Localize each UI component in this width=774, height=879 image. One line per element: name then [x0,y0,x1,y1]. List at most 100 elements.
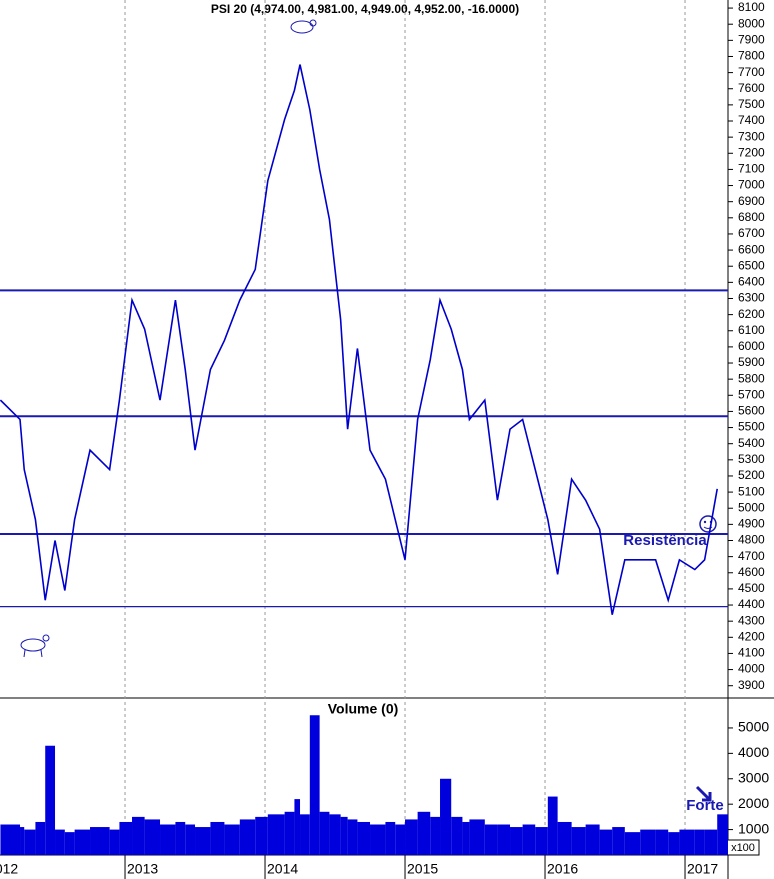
volume-bar [395,824,406,855]
volume-bar [624,832,641,855]
volume-bar [300,814,310,855]
volume-bar [224,824,240,855]
volume-bar [640,829,656,855]
volume-bar [385,821,396,855]
volume-bar [20,827,25,855]
volume-bar [90,827,110,855]
volume-bar [175,821,186,855]
volume-bar [717,814,728,855]
y-tick-label: 3900 [738,678,765,692]
y-tick-label: 7100 [738,162,765,176]
volume-bar [45,745,56,855]
volume-bar [119,821,133,855]
volume-bar [655,829,669,855]
y-tick-label: 6100 [738,323,765,337]
volume-bar [0,824,21,855]
volume-bar [405,819,418,855]
y-tick-label: 5000 [738,719,769,735]
volume-bar [319,811,330,855]
y-tick-label: 4500 [738,581,765,595]
y-tick-label: 7300 [738,129,765,143]
y-tick-label: 2000 [738,795,769,811]
arrow-icon [695,785,712,802]
volume-bar [284,811,295,855]
volume-bar [357,821,371,855]
y-tick-label: 5500 [738,420,765,434]
y-tick-label: 4900 [738,517,765,531]
volume-bar [612,827,625,855]
x-tick-label: 2017 [687,861,718,877]
volume-bar [704,829,718,855]
y-tick-label: 6800 [738,210,765,224]
chart-title: PSI 20 (4,974.00, 4,981.00, 4,949.00, 4,… [211,2,519,16]
y-tick-label: 5400 [738,436,765,450]
y-tick-label: 4000 [738,662,765,676]
volume-bar [255,816,268,855]
volume-bar [668,832,680,855]
volume-bar [144,819,161,855]
volume-bar [484,824,498,855]
y-tick-label: 6500 [738,258,765,272]
volume-bar [109,829,120,855]
volume-bar [340,816,348,855]
y-tick-label: 8000 [738,16,765,30]
volume-bar [462,821,470,855]
bull-icon [20,634,50,658]
volume-bar [510,827,523,855]
volume-bar [132,816,145,855]
y-tick-label: 5000 [738,500,765,514]
y-tick-label: 6700 [738,226,765,240]
y-tick-label: 8100 [738,0,765,14]
volume-bar [497,824,511,855]
y-tick-label: 5300 [738,452,765,466]
y-tick-label: 1000 [738,820,769,836]
volume-bar [451,816,463,855]
annotation: Resistência [623,532,707,549]
y-tick-label: 7500 [738,97,765,111]
y-tick-label: 7700 [738,65,765,79]
volume-bar [64,832,75,855]
volume-bar [329,814,341,855]
volume-bar [440,778,452,855]
y-tick-label: 3000 [738,769,769,785]
volume-bar [309,715,320,855]
y-tick-label: 5900 [738,355,765,369]
volume-bar [535,827,548,855]
y-tick-label: 6200 [738,307,765,321]
y-tick-label: 7800 [738,49,765,63]
volume-bar [694,829,705,855]
y-tick-label: 6400 [738,275,765,289]
unit-label: x100 [731,842,755,854]
volume-bar [195,827,211,855]
y-tick-label: 6600 [738,242,765,256]
y-tick-label: 6300 [738,291,765,305]
y-tick-label: 6900 [738,194,765,208]
y-tick-label: 5100 [738,484,765,498]
volume-bar [294,799,301,855]
y-tick-label: 4700 [738,549,765,563]
y-tick-label: 7200 [738,145,765,159]
volume-title: Volume (0) [328,701,399,717]
y-tick-label: 5600 [738,404,765,418]
volume-bar [35,821,46,855]
y-tick-label: 4200 [738,629,765,643]
y-tick-label: 7000 [738,178,765,192]
volume-bar [557,821,572,855]
y-tick-label: 4400 [738,597,765,611]
y-tick-label: 5800 [738,371,765,385]
y-tick-label: 5200 [738,468,765,482]
bear-icon [290,19,317,34]
volume-bar [679,829,695,855]
y-tick-label: 6000 [738,339,765,353]
volume-bar [547,796,558,855]
y-tick-label: 4600 [738,565,765,579]
volume-bar [160,824,176,855]
y-tick-label: 4800 [738,533,765,547]
volume-bar [417,811,431,855]
y-tick-label: 4300 [738,613,765,627]
x-tick-label: 2015 [407,861,438,877]
x-tick-label: 2013 [127,861,158,877]
volume-bar [430,816,441,855]
